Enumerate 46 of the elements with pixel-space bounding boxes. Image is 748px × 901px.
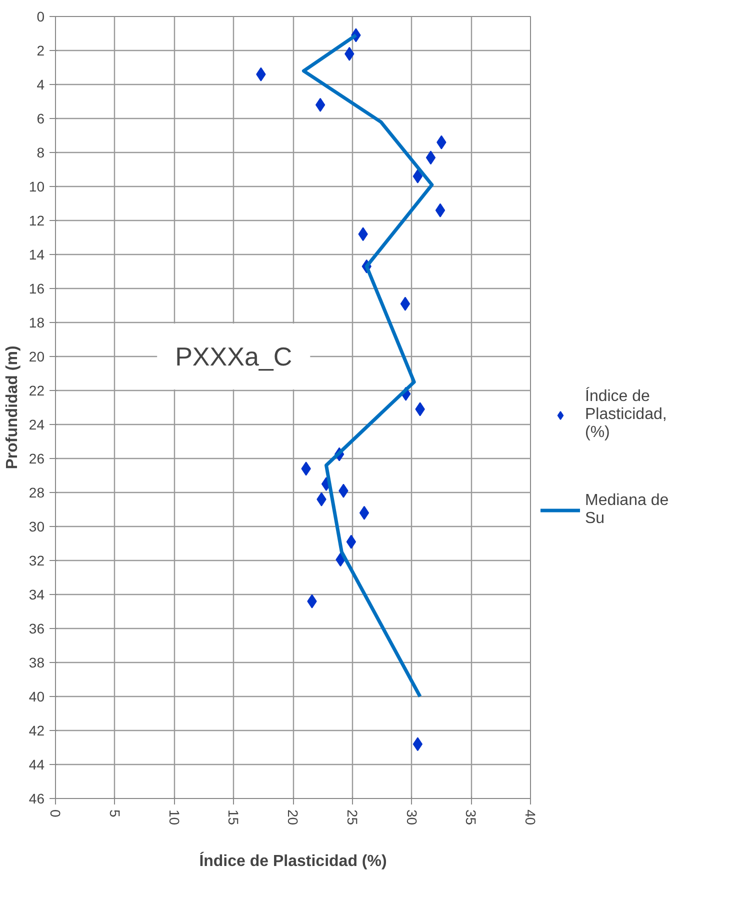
point: [400, 296, 410, 311]
y-tick-label: 32: [28, 552, 45, 568]
x-axis-title: Índice de Plasticidad (%): [199, 851, 387, 870]
y-tick-label: 28: [28, 484, 45, 500]
y-tick-label: 36: [28, 620, 45, 636]
y-tick-label: 22: [28, 382, 45, 398]
x-tick-label: 25: [344, 810, 360, 826]
point: [435, 203, 446, 218]
x-tick-label: 5: [106, 810, 123, 818]
point: [315, 98, 326, 112]
x-tick-label: 20: [285, 810, 301, 826]
annotation: PXXXa_C: [175, 342, 292, 372]
y-tick-label: 34: [28, 586, 45, 602]
y-tick-label: 26: [28, 450, 45, 466]
y-tick-label: 10: [28, 178, 45, 194]
y-tick-label: 30: [28, 518, 45, 534]
y-tick-label: 24: [28, 416, 45, 432]
y-tick-label: 14: [28, 246, 45, 262]
y-tick-label: 38: [28, 654, 45, 670]
legend-label: Índice de Plasticidad, (%): [585, 388, 667, 442]
y-tick-label: 6: [36, 110, 45, 126]
x-tick-label: 35: [463, 810, 480, 826]
y-tick-label: 16: [28, 280, 45, 296]
x-tick-label: 40: [522, 810, 538, 826]
y-tick-label: 46: [28, 790, 45, 806]
y-axis-title: Profundidad (m): [4, 346, 21, 470]
x-tick-label: 15: [226, 810, 242, 826]
y-tick-label: 4: [36, 76, 45, 92]
y-tick-label: 8: [36, 144, 45, 160]
x-tick-label: 0: [48, 810, 64, 818]
point: [412, 169, 423, 184]
y-tick-label: 44: [28, 756, 45, 772]
point: [426, 150, 436, 165]
point: [359, 506, 370, 520]
point: [412, 737, 423, 752]
y-tick-label: 12: [28, 212, 45, 228]
x-tick-label: 10: [166, 810, 182, 826]
x-tick-label: 30: [404, 810, 420, 826]
y-tick-label: 2: [36, 42, 45, 58]
y-tick-label: 18: [28, 314, 45, 330]
y-tick-label: 40: [28, 688, 45, 704]
y-tick-label: 0: [36, 8, 45, 24]
y-tick-label: 20: [28, 348, 45, 364]
legend-label: Mediana de Su: [585, 492, 669, 528]
point: [346, 534, 356, 549]
y-tick-label: 42: [28, 722, 45, 738]
